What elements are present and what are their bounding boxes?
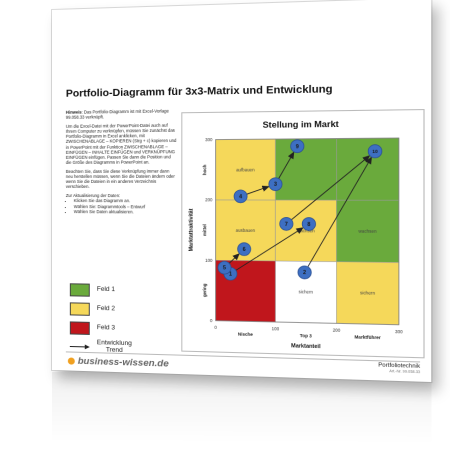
- y-tick-label: 300: [205, 137, 213, 142]
- page-reflection: [52, 370, 431, 445]
- document-page: Portfolio-Diagramm für 3x3-Matrix und En…: [52, 0, 431, 382]
- x-zone-label: Nische: [238, 331, 254, 337]
- portfolio-chart: Stellung im Markt aufbauen ausbauen wachsen…: [181, 109, 424, 358]
- portfolio-chart-svg: Stellung im Markt aufbauen ausbauen wachsen…: [182, 110, 423, 357]
- data-point-label: 6: [243, 247, 246, 253]
- x-tick-label: 100: [272, 326, 280, 331]
- link-paragraph: Um die Excel-Datei mit der PowerPoint-Da…: [66, 123, 177, 165]
- y-zone-label: mittel: [202, 224, 207, 236]
- footer-article-number: Art.-Nr. 99.058.33: [378, 369, 420, 375]
- update-steps-list: Klicken Sie das Diagramm an. Wählen Sie:…: [66, 198, 177, 214]
- legend-swatch-red: [70, 321, 90, 335]
- x-tick-label: 0: [214, 325, 217, 330]
- y-axis-title: Marktattraktivität: [189, 208, 195, 251]
- matrix-cell-label: aufbauen: [236, 167, 255, 172]
- y-tick-label: 100: [205, 258, 213, 263]
- legend-swatch-green: [70, 283, 90, 296]
- matrix-cell: [275, 139, 336, 201]
- page-title: Portfolio-Diagramm für 3x3-Matrix und En…: [66, 81, 425, 99]
- y-tick-label: 0: [210, 318, 213, 323]
- data-point-label: 3: [274, 182, 277, 188]
- y-zone-label: hoch: [202, 164, 207, 175]
- matrix-cell-label: sichern: [360, 290, 376, 296]
- matrix-cell-label: wachsen: [358, 228, 377, 233]
- data-point-label: 9: [296, 144, 299, 150]
- legend-swatch-yellow: [70, 302, 90, 315]
- legend-label: Feld 1: [97, 286, 115, 293]
- chart-title: Stellung im Markt: [263, 119, 339, 130]
- instructions-text: Hinweis: Das Portfolio-Diagramm ist mit …: [66, 108, 177, 218]
- y-zone-label: gering: [202, 283, 207, 297]
- hint-text: : Das Portfolio-Diagramm ist mit Excel-V…: [66, 108, 169, 120]
- data-point-label: 8: [307, 222, 310, 228]
- x-zone-label: Marktführer: [354, 334, 381, 340]
- hint-paragraph: Hinweis: Das Portfolio-Diagramm ist mit …: [66, 108, 177, 120]
- matrix-cell-label: sichern: [299, 289, 314, 295]
- x-axis-title: Marktanteil: [291, 343, 321, 350]
- brand-logo: business-wissen.de: [68, 355, 169, 369]
- matrix-cell: [337, 138, 399, 200]
- x-tick-label: 300: [395, 329, 404, 335]
- x-zone-label: Top 3: [300, 333, 313, 339]
- matrix-cell-label: ausbauen: [236, 228, 256, 233]
- y-tick-label: 200: [205, 197, 213, 202]
- data-point-label: 2: [303, 270, 306, 276]
- footer-info: Portfoliotechnik Art.-Nr. 99.058.33: [378, 362, 420, 374]
- data-point-label: 10: [372, 149, 378, 154]
- trend-arrow-icon: [70, 343, 90, 350]
- legend-label: Feld 2: [97, 305, 115, 312]
- data-point-label: 7: [285, 222, 288, 228]
- update-step: Wählen Sie Daten aktualisieren.: [74, 209, 177, 215]
- brand-text: business-wissen.de: [78, 356, 169, 370]
- brand-dot-icon: [68, 357, 75, 364]
- note-paragraph: Beachten Sie, dass Sie diese Verknüpfung…: [66, 168, 177, 189]
- x-tick-label: 200: [333, 327, 341, 332]
- legend-label: Feld 3: [97, 324, 115, 332]
- data-point-label: 4: [239, 194, 242, 200]
- data-point-label: 5: [223, 265, 226, 271]
